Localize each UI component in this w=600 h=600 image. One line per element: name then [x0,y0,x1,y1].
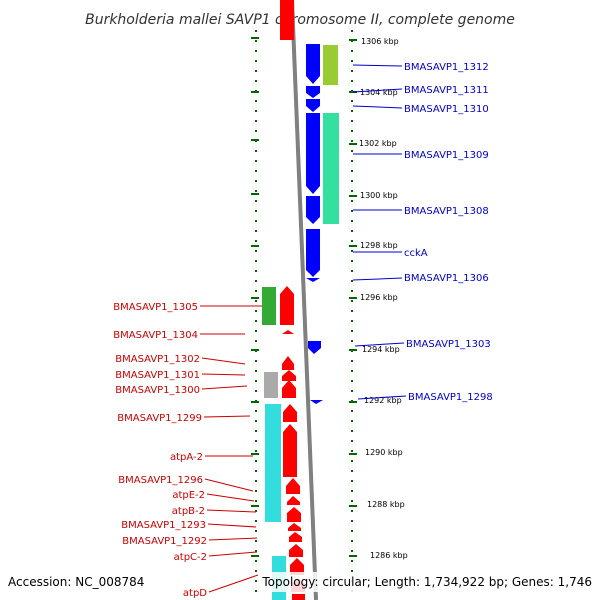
footer: Accession: NC_008784 Topology: circular;… [8,572,592,592]
label-reverse-1305: BMASAVP1_1305 [113,302,198,313]
reverse-gene-labels: BMASAVP1_1305 BMASAVP1_1304 BMASAVP1_130… [113,302,207,599]
label-reverse-1301: BMASAVP1_1301 [115,370,200,381]
tick-label-1306: 1306 kbp [361,37,399,46]
gene-reverse-1299 [283,404,297,422]
gene-reverse-1292 [289,532,302,542]
label-reverse-1293: BMASAVP1_1293 [121,520,206,531]
cog-block-1312 [323,45,338,85]
gene-reverse-bottom-2 [292,594,305,600]
tick-labels: 1306 kbp 1304 kbp 1302 kbp 1300 kbp 1298… [359,37,408,560]
gene-top-partial [280,0,294,40]
leader-reverse-1299 [203,415,251,418]
cog-block-1300 [264,372,278,398]
leader-forward-1303 [354,342,405,347]
label-forward-1303: BMASAVP1_1303 [406,339,491,350]
leader-reverse-atpb2 [206,509,257,513]
map-title: Burkholderia mallei SAVP1 chromosome II,… [85,12,515,28]
tick-label-1290: 1290 kbp [365,448,403,457]
leader-reverse-1293 [207,523,257,528]
label-reverse-atpa2: atpA-2 [170,452,203,463]
genome-backbone [290,0,318,600]
label-forward-1309: BMASAVP1_1309 [404,150,489,161]
label-reverse-1296: BMASAVP1_1296 [118,475,203,486]
leader-reverse-atpd [208,574,259,593]
cog-block-1299 [265,404,281,522]
gene-reverse-atpb2 [287,507,301,522]
tick-label-1292: 1292 kbp [364,396,402,405]
gene-reverse-1300 [282,380,296,398]
leader-forward-1306 [352,277,403,281]
gene-reverse-1296 [286,478,300,494]
leader-reverse-atpe2 [206,493,255,502]
leader-forward-1312 [352,64,403,67]
reverse-leader-lines [200,305,262,593]
leader-forward-1311 [352,88,403,93]
leader-reverse-1296 [204,478,254,492]
leader-reverse-1302 [201,357,246,365]
leader-forward-1298 [357,395,407,400]
cog-block-1305 [262,287,276,325]
reverse-strand-genes [280,0,305,600]
gene-reverse-atpe2 [287,496,300,505]
tick-label-1298: 1298 kbp [360,241,398,250]
label-reverse-1300: BMASAVP1_1300 [115,385,200,396]
gene-reverse-atpc2 [289,544,303,557]
genome-stats-text: Topology: circular; Length: 1,734,922 bp… [261,575,592,589]
gene-forward-ccka [306,229,320,277]
label-forward-1311: BMASAVP1_1311 [404,85,489,96]
gene-reverse-atpa2 [283,424,297,477]
leader-reverse-1292 [208,537,258,541]
gene-reverse-1304 [282,330,294,334]
gene-forward-1303 [308,341,321,354]
gene-forward-1306 [306,278,320,282]
leader-reverse-1300 [201,385,248,390]
label-forward-1308: BMASAVP1_1308 [404,206,489,217]
label-reverse-1302: BMASAVP1_1302 [115,354,200,365]
footer-stats-background [258,572,592,592]
label-reverse-atpd: atpD [183,588,207,599]
gene-forward-1308 [306,196,320,224]
forward-strand-genes [306,44,323,404]
gene-forward-1311 [306,86,320,98]
tick-label-1288: 1288 kbp [367,500,405,509]
leader-reverse-1301 [201,373,246,376]
cog-block-1309 [323,113,339,224]
forward-gene-labels: BMASAVP1_1312 BMASAVP1_1311 BMASAVP1_131… [404,62,493,403]
gene-forward-1309 [306,113,320,194]
gene-reverse-atpd [290,558,304,575]
leader-reverse-atpc2 [208,551,258,557]
label-reverse-1292: BMASAVP1_1292 [122,536,207,547]
label-reverse-atpe2: atpE-2 [172,490,205,501]
gene-forward-1298 [310,400,323,404]
leader-forward-1310 [352,105,403,109]
gene-forward-1312 [306,44,320,84]
forward-leader-lines [352,64,407,400]
tick-label-1296: 1296 kbp [360,293,398,302]
gene-forward-1310 [306,99,320,112]
label-reverse-1299: BMASAVP1_1299 [117,413,202,424]
accession-text: Accession: NC_008784 [8,575,144,589]
label-forward-1306: BMASAVP1_1306 [404,273,489,284]
label-reverse-1304: BMASAVP1_1304 [113,330,198,341]
label-reverse-atpc2: atpC-2 [174,552,207,563]
label-forward-1310: BMASAVP1_1310 [404,104,489,115]
tick-label-1304: 1304 kbp [360,88,398,97]
tick-label-1286: 1286 kbp [370,551,408,560]
label-forward-ccka: cckA [404,248,428,259]
label-reverse-atpb2: atpB-2 [172,506,205,517]
tick-label-1294: 1294 kbp [362,345,400,354]
gene-reverse-1293 [288,523,301,531]
major-ticks [251,37,357,557]
label-forward-1312: BMASAVP1_1312 [404,62,489,73]
gene-reverse-1305 [280,286,294,325]
tick-label-1300: 1300 kbp [360,191,398,200]
tick-label-1302: 1302 kbp [359,139,397,148]
label-forward-1298: BMASAVP1_1298 [408,392,493,403]
gene-reverse-1301 [282,370,296,381]
gene-reverse-1302 [282,356,294,370]
forward-cog-blocks [323,45,339,224]
